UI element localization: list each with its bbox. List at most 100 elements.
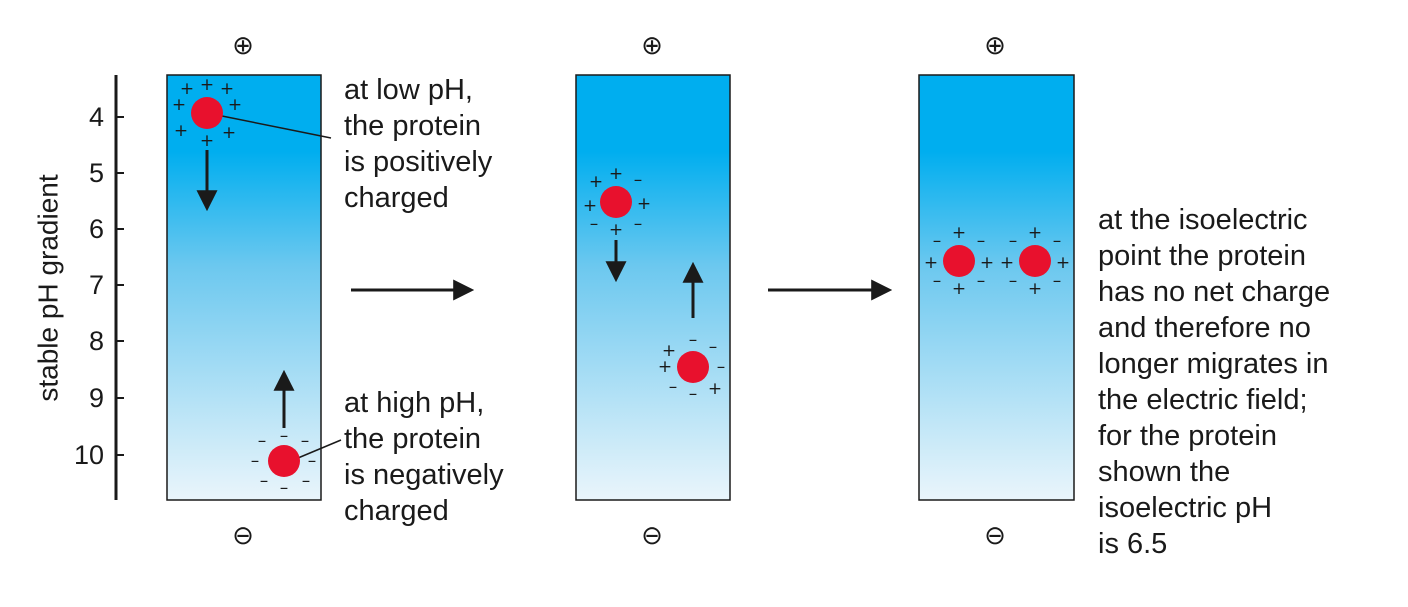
protein-molecule bbox=[1019, 245, 1051, 277]
protein-mixed-2a: + + –+ +– + – bbox=[583, 164, 651, 240]
label-low-ph-line: at low pH, bbox=[344, 74, 473, 106]
positive-charge: + bbox=[174, 121, 188, 141]
label-high-ph-line: is negatively bbox=[344, 459, 504, 491]
negative-charge: – bbox=[301, 431, 310, 451]
negative-charge: – bbox=[1053, 271, 1062, 291]
gel-panel-2: ⊕ ⊖ bbox=[575, 31, 731, 551]
label-high-ph: at high pH, the protein is negatively ch… bbox=[344, 387, 512, 527]
negative-charge: – bbox=[933, 231, 942, 251]
ph-tick-label: 10 bbox=[74, 440, 104, 470]
negative-charge: – bbox=[689, 330, 698, 350]
negative-charge: – bbox=[634, 170, 643, 190]
label-low-ph: at low pH, the protein is positively cha… bbox=[344, 74, 500, 214]
anode-symbol-1: ⊕ bbox=[232, 31, 254, 61]
label-isoelectric-line: isoelectric pH bbox=[1098, 492, 1272, 524]
ph-tick-label: 4 bbox=[89, 102, 104, 132]
positive-charge: + bbox=[662, 341, 676, 361]
positive-charge: + bbox=[609, 220, 623, 240]
label-low-ph-line: the protein bbox=[344, 110, 481, 142]
positive-charge: + bbox=[1056, 253, 1070, 273]
positive-charge: + bbox=[609, 164, 623, 184]
positive-charge: + bbox=[1000, 253, 1014, 273]
protein-neutral-3b: – + –+ +– + – bbox=[1000, 223, 1070, 299]
positive-charge: + bbox=[583, 196, 597, 216]
label-low-ph-line: charged bbox=[344, 182, 449, 214]
gel-column-2 bbox=[575, 74, 731, 501]
ph-tick-label: 7 bbox=[89, 270, 104, 300]
gel-panel-3: ⊕ ⊖ bbox=[918, 31, 1075, 551]
ph-tick-label: 6 bbox=[89, 214, 104, 244]
positive-charge: + bbox=[200, 75, 214, 95]
label-low-ph-line: is positively bbox=[344, 146, 493, 178]
negative-charge: – bbox=[280, 478, 289, 498]
label-isoelectric-line: the electric field; bbox=[1098, 384, 1308, 416]
pointer-line-high-ph bbox=[297, 439, 342, 459]
label-isoelectric-line: point the protein bbox=[1098, 240, 1306, 272]
protein-negative-1: – – –– –– – – bbox=[251, 426, 317, 498]
positive-charge: + bbox=[952, 279, 966, 299]
protein-molecule bbox=[191, 97, 223, 129]
negative-charge: – bbox=[709, 337, 718, 357]
anode-symbol-2: ⊕ bbox=[641, 31, 663, 61]
protein-mixed-2b: +– –+ –– – + bbox=[658, 330, 725, 404]
label-high-ph-line: at high pH, bbox=[344, 387, 484, 419]
positive-charge: + bbox=[924, 253, 938, 273]
label-isoelectric-line: is 6.5 bbox=[1098, 528, 1167, 560]
label-high-ph-line: charged bbox=[344, 495, 449, 527]
positive-charge: + bbox=[658, 357, 672, 377]
label-isoelectric-line: at the isoelectric bbox=[1098, 204, 1308, 236]
protein-neutral-3a: – + –+ +– + – bbox=[924, 223, 994, 299]
negative-charge: – bbox=[1009, 231, 1018, 251]
label-high-ph-line: the protein bbox=[344, 423, 481, 455]
positive-charge: + bbox=[980, 253, 994, 273]
protein-molecule bbox=[677, 351, 709, 383]
protein-molecule bbox=[600, 186, 632, 218]
negative-charge: – bbox=[280, 426, 289, 446]
negative-charge: – bbox=[1009, 271, 1018, 291]
gel-column-1 bbox=[166, 74, 322, 501]
protein-molecule bbox=[943, 245, 975, 277]
cathode-symbol-1: ⊖ bbox=[232, 521, 254, 551]
cathode-symbol-2: ⊖ bbox=[641, 521, 663, 551]
positive-charge: + bbox=[708, 379, 722, 399]
negative-charge: – bbox=[977, 271, 986, 291]
ph-axis: 4 5 6 7 8 9 10 stable pH gradient bbox=[33, 75, 124, 500]
positive-charge: + bbox=[180, 79, 194, 99]
negative-charge: – bbox=[308, 451, 317, 471]
negative-charge: – bbox=[689, 384, 698, 404]
protein-positive-1: + + ++ ++ + + bbox=[172, 75, 242, 151]
cathode-symbol-3: ⊖ bbox=[984, 521, 1006, 551]
negative-charge: – bbox=[634, 214, 643, 234]
positive-charge: + bbox=[1028, 279, 1042, 299]
label-isoelectric-line: has no net charge bbox=[1098, 276, 1330, 308]
positive-charge: + bbox=[1028, 223, 1042, 243]
negative-charge: – bbox=[1053, 231, 1062, 251]
negative-charge: – bbox=[302, 471, 311, 491]
protein-molecule bbox=[268, 445, 300, 477]
negative-charge: – bbox=[251, 451, 260, 471]
positive-charge: + bbox=[220, 79, 234, 99]
label-isoelectric-line: shown the bbox=[1098, 456, 1230, 488]
gel-column-3 bbox=[918, 74, 1075, 501]
negative-charge: – bbox=[258, 431, 267, 451]
ph-tick-label: 8 bbox=[89, 326, 104, 356]
ph-tick-label: 9 bbox=[89, 383, 104, 413]
anode-symbol-3: ⊕ bbox=[984, 31, 1006, 61]
positive-charge: + bbox=[228, 95, 242, 115]
ph-axis-label: stable pH gradient bbox=[33, 174, 64, 401]
negative-charge: – bbox=[590, 214, 599, 234]
positive-charge: + bbox=[222, 123, 236, 143]
negative-charge: – bbox=[977, 231, 986, 251]
label-isoelectric-line: and therefore no bbox=[1098, 312, 1311, 344]
negative-charge: – bbox=[717, 357, 726, 377]
positive-charge: + bbox=[200, 131, 214, 151]
positive-charge: + bbox=[172, 95, 186, 115]
negative-charge: – bbox=[260, 471, 269, 491]
label-isoelectric-line: longer migrates in bbox=[1098, 348, 1329, 380]
positive-charge: + bbox=[589, 172, 603, 192]
negative-charge: – bbox=[933, 271, 942, 291]
pointer-line-low-ph bbox=[221, 115, 332, 139]
positive-charge: + bbox=[952, 223, 966, 243]
label-isoelectric-line: for the protein bbox=[1098, 420, 1277, 452]
